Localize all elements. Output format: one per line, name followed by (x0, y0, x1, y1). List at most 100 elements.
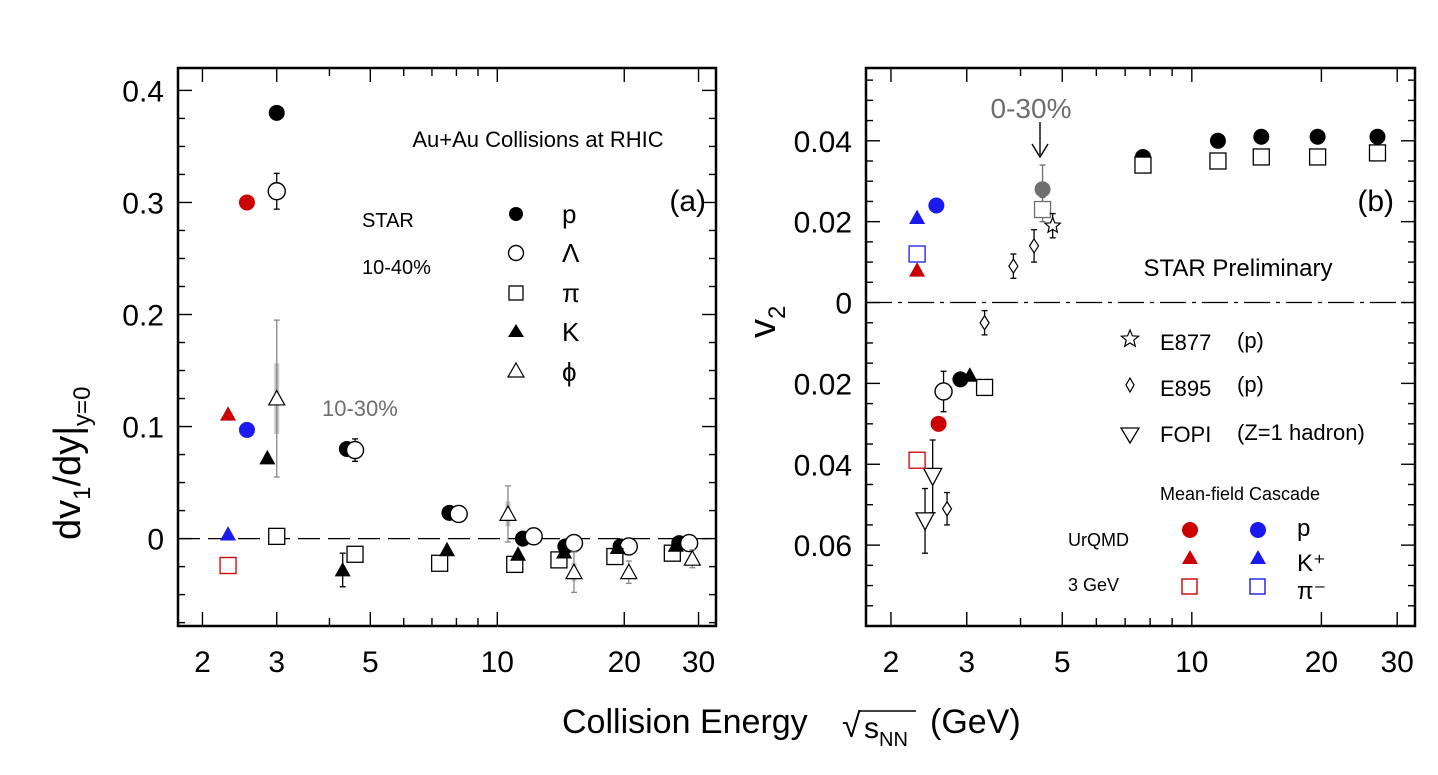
sqrt-symbol: √ (842, 707, 861, 745)
legend-e895-marker (1125, 376, 1135, 394)
data-point-- (346, 545, 364, 563)
panel-a-plot: 2 3 5 10 20 30 0 0.1 0.2 0.3 0.4 (122, 68, 716, 679)
data-point-- (345, 440, 365, 460)
model-legend-energy: 3 GeV (1068, 575, 1119, 595)
data-point-urqmd-cascade-p (928, 197, 945, 214)
data-point-- (268, 527, 286, 546)
data-point-- (449, 504, 468, 524)
data-point-urqmd-cascade- (908, 245, 926, 263)
data-point-star-p (1253, 128, 1270, 145)
data-point-urqmd-mean-field- (908, 451, 926, 469)
data-point-star-p (952, 371, 969, 388)
legend-fopi-label: FOPI (1160, 422, 1211, 447)
panel-a-frame (176, 66, 718, 628)
y-tick-label: 0.3 (122, 187, 164, 220)
data-point-- (564, 562, 584, 580)
data-point-urqmd-mean-field-p (238, 194, 255, 211)
model-legend-k-label: K⁺ (1297, 550, 1326, 577)
panel-b-legend: E877 (p) E895 (p) FOPI (Z=1 hadron) (1119, 328, 1365, 447)
x-axis-units: (GeV) (930, 703, 1021, 741)
legend-pi-label: π (562, 278, 580, 308)
panel-b-plot: 2 3 5 10 20 30 0.04 0.02 0 0.02 0.04 0.06 (794, 68, 1415, 679)
data-point-k (609, 539, 626, 554)
model-legend-model: UrQMD (1068, 530, 1129, 550)
x-tick-label: 20 (1305, 646, 1338, 679)
x-axis-title: Collision Energy √ sNN (GeV) (562, 703, 1021, 751)
x-tick-label: 20 (608, 646, 641, 679)
data-point-- (267, 389, 286, 406)
x-tick-label: 2 (883, 646, 900, 679)
data-point-- (430, 554, 449, 572)
model-legend-mf-k (1182, 550, 1198, 564)
legend-lambda-marker (507, 244, 525, 262)
legend-pi-marker (508, 285, 524, 301)
legend-k-label: K (562, 317, 580, 347)
data-point-k (259, 449, 276, 465)
data-point-star-p (1209, 132, 1226, 149)
data-point-- (498, 504, 517, 521)
panel-a-title: Au+Au Collisions at RHIC (412, 127, 663, 152)
data-point-star- (1308, 148, 1327, 166)
legend-e895-note: (p) (1237, 372, 1264, 397)
data-point-star- (975, 378, 994, 397)
data-point-urqmd-cascade-p (238, 421, 255, 438)
data-point-- (619, 562, 638, 580)
data-point-fopi (914, 512, 936, 532)
legend-p-label: p (562, 199, 576, 229)
data-point-urqmd-cascade-k- (909, 209, 926, 225)
data-point-k (510, 546, 527, 561)
data-point-- (267, 182, 286, 201)
model-legend-casc-k (1250, 550, 1266, 564)
model-legend-p-label: p (1297, 515, 1310, 542)
data-point-- (683, 549, 702, 566)
model-legend-pi-label: π⁻ (1297, 578, 1326, 605)
data-point-star- (934, 382, 953, 401)
data-point-star-4-5-gev (1033, 200, 1052, 219)
model-legend-header: Mean-field Cascade (1160, 484, 1320, 504)
data-point-star- (1134, 156, 1152, 174)
y-tick-label: 0 (835, 288, 852, 321)
y-tick-label: 0 (147, 524, 164, 557)
panel-a-experiment: STAR (362, 210, 414, 232)
panel-b-frame (864, 66, 1417, 628)
y-tick-label: 0.06 (794, 530, 852, 563)
data-point-k (439, 541, 456, 557)
y-tick-label: 0.4 (122, 75, 164, 108)
data-point-urqmd-cascade-k- (220, 526, 237, 541)
y-tick-label: 0.02 (794, 368, 852, 401)
data-point-urqmd-mean-field- (219, 556, 237, 575)
data-point-star- (1368, 144, 1387, 162)
x-tick-label: 3 (268, 646, 285, 679)
data-point-k (334, 561, 351, 577)
legend-e895-label: E895 (1160, 376, 1211, 401)
panel-b-centrality: 0-30% (991, 93, 1072, 124)
legend-e877-marker (1119, 328, 1141, 348)
data-point-star- (1252, 148, 1270, 166)
data-point-star-p-4-5-gev (1034, 181, 1051, 198)
data-point-e895 (979, 314, 990, 331)
data-point-fopi (922, 467, 943, 487)
data-point-star-k (961, 367, 978, 382)
data-point-k (556, 544, 573, 559)
legend-e877-note: (p) (1237, 328, 1264, 353)
panel-b-title: STAR Preliminary (1144, 255, 1333, 282)
data-point-- (524, 527, 543, 546)
model-legend-mf-p (1182, 522, 1198, 538)
data-point-star-p (1309, 128, 1326, 145)
panel-b-model-legend: Mean-field Cascade UrQMD 3 GeV p K⁺ π⁻ (1068, 484, 1326, 605)
data-point-e895 (1008, 258, 1019, 275)
legend-fopi-note: (Z=1 hadron) (1237, 420, 1365, 445)
data-point-e895 (941, 500, 953, 517)
x-tick-label: 3 (958, 646, 975, 679)
legend-e877-label: E877 (1160, 330, 1211, 355)
x-tick-label: 30 (682, 646, 715, 679)
legend-phi-marker (506, 361, 526, 378)
model-legend-casc-p (1250, 522, 1266, 538)
y-tick-label: 0.02 (794, 207, 852, 240)
x-tick-label: 2 (194, 646, 211, 679)
x-tick-label: 5 (362, 646, 379, 679)
y-tick-label: 0.04 (794, 449, 852, 482)
model-legend-mf-pi (1181, 578, 1198, 595)
legend-fopi-marker (1119, 427, 1141, 445)
